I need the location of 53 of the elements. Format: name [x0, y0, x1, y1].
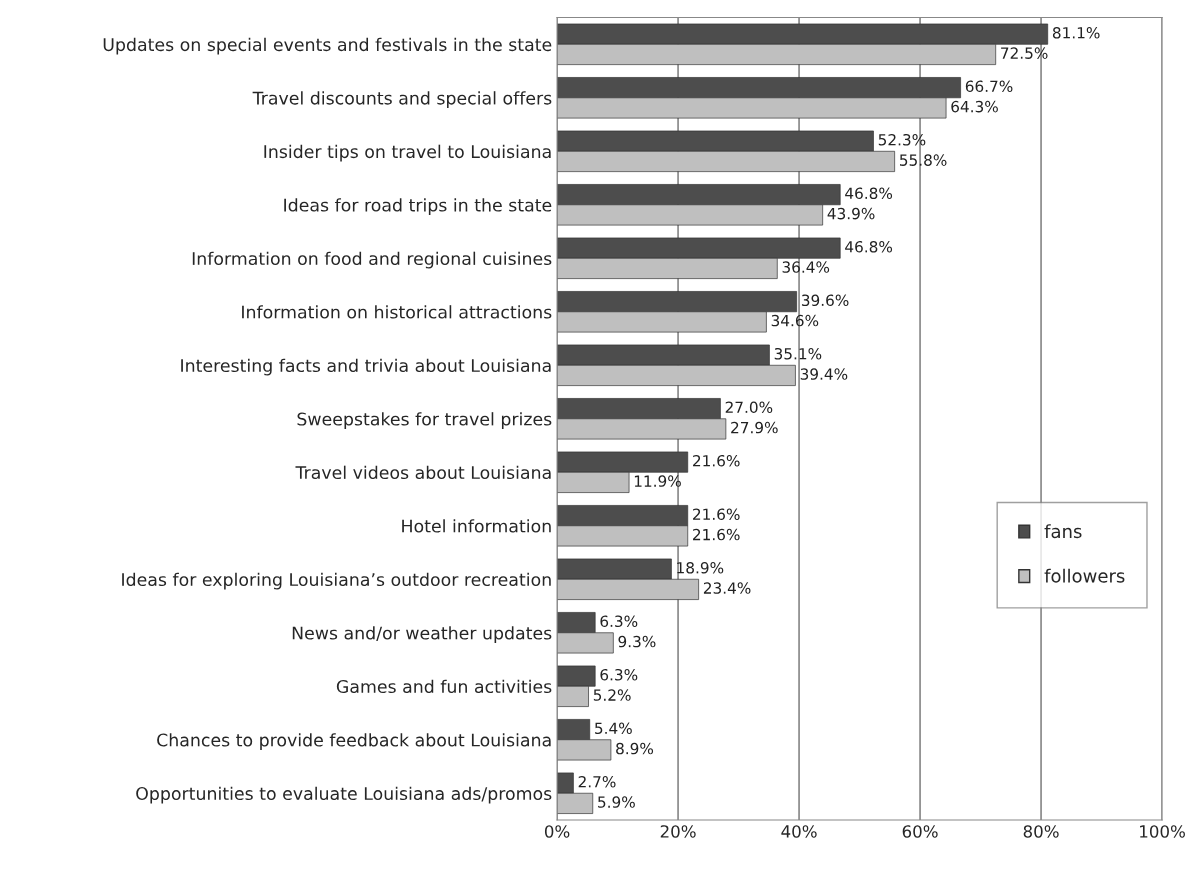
data-label: 8.9%	[616, 742, 654, 755]
y-tick-label: Sweepstakes for travel prizes	[297, 412, 552, 429]
data-label: 21.6%	[693, 508, 740, 521]
data-label: 64.3%	[951, 100, 998, 113]
x-tick-label: 80%	[1023, 825, 1059, 838]
legend-label: followers	[1044, 568, 1125, 583]
y-tick-label: Games and fun activities	[336, 679, 552, 694]
y-tick-label: Travel videos about Louisiana	[295, 465, 551, 480]
data-label: 72.5%	[1001, 47, 1048, 59]
data-label: 21.6%	[693, 454, 740, 467]
data-label: 5.4%	[595, 722, 632, 735]
data-label: 23.4%	[703, 582, 751, 594]
data-label: 36.4%	[782, 261, 830, 273]
data-label: 11.9%	[634, 475, 681, 487]
y-tick-label: Information on food and regional cuisines	[192, 251, 552, 269]
y-tick-label: Insider tips on travel to Louisiana	[264, 144, 551, 162]
data-label: 43.9%	[827, 207, 875, 220]
x-tick-label: 40%	[781, 825, 817, 838]
y-tick-label: Travel discounts and special offers	[252, 91, 552, 108]
x-tick-label: 100%	[1140, 825, 1185, 838]
y-tick-label: News and/or weather updates	[292, 626, 552, 643]
data-label: 2.7%	[578, 775, 616, 788]
data-label: 39.6%	[801, 294, 849, 307]
x-tick-label: 0%	[544, 825, 570, 838]
data-label: 21.6%	[693, 528, 740, 541]
y-tick-label: Ideas for exploring Louisiana’s outdoor recreation	[122, 572, 551, 590]
data-label: 46.8%	[845, 187, 893, 200]
x-tick-label: 20%	[660, 825, 696, 838]
y-tick-label: Opportunities to evaluate Louisiana ads/promos	[136, 786, 552, 804]
data-label: 81.1%	[1052, 27, 1100, 39]
data-label: 39.4%	[800, 368, 848, 380]
data-label: 35.1%	[774, 347, 822, 360]
data-label: 18.9%	[677, 561, 724, 574]
y-tick-label: Information on historical attractions	[242, 305, 552, 319]
data-label: 5.2%	[593, 689, 631, 701]
y-tick-label: Updates on special events and festivals in the state	[103, 37, 552, 55]
data-label: 5.9%	[598, 796, 635, 808]
data-label: 9.3%	[618, 635, 656, 648]
y-tick-label: Chances to provide feedback about Louisiana	[157, 733, 551, 750]
data-label: 6.3%	[600, 668, 638, 681]
legend-label: fans	[1044, 524, 1082, 539]
y-tick-label: Ideas for road trips in the state	[284, 198, 552, 215]
data-label: 52.3%	[878, 133, 926, 146]
y-tick-label: Interesting facts and trivia about Louisiana	[181, 358, 551, 376]
data-label: 34.6%	[771, 314, 819, 327]
data-label: 27.9%	[731, 421, 778, 434]
data-label: 6.3%	[600, 615, 638, 628]
data-label: 27.0%	[725, 401, 773, 414]
y-tick-label: Hotel information	[402, 519, 551, 533]
x-tick-label: 60%	[902, 825, 938, 838]
data-label: 46.8%	[845, 240, 893, 253]
data-label: 55.8%	[900, 154, 947, 166]
data-label: 66.7%	[965, 80, 1013, 93]
